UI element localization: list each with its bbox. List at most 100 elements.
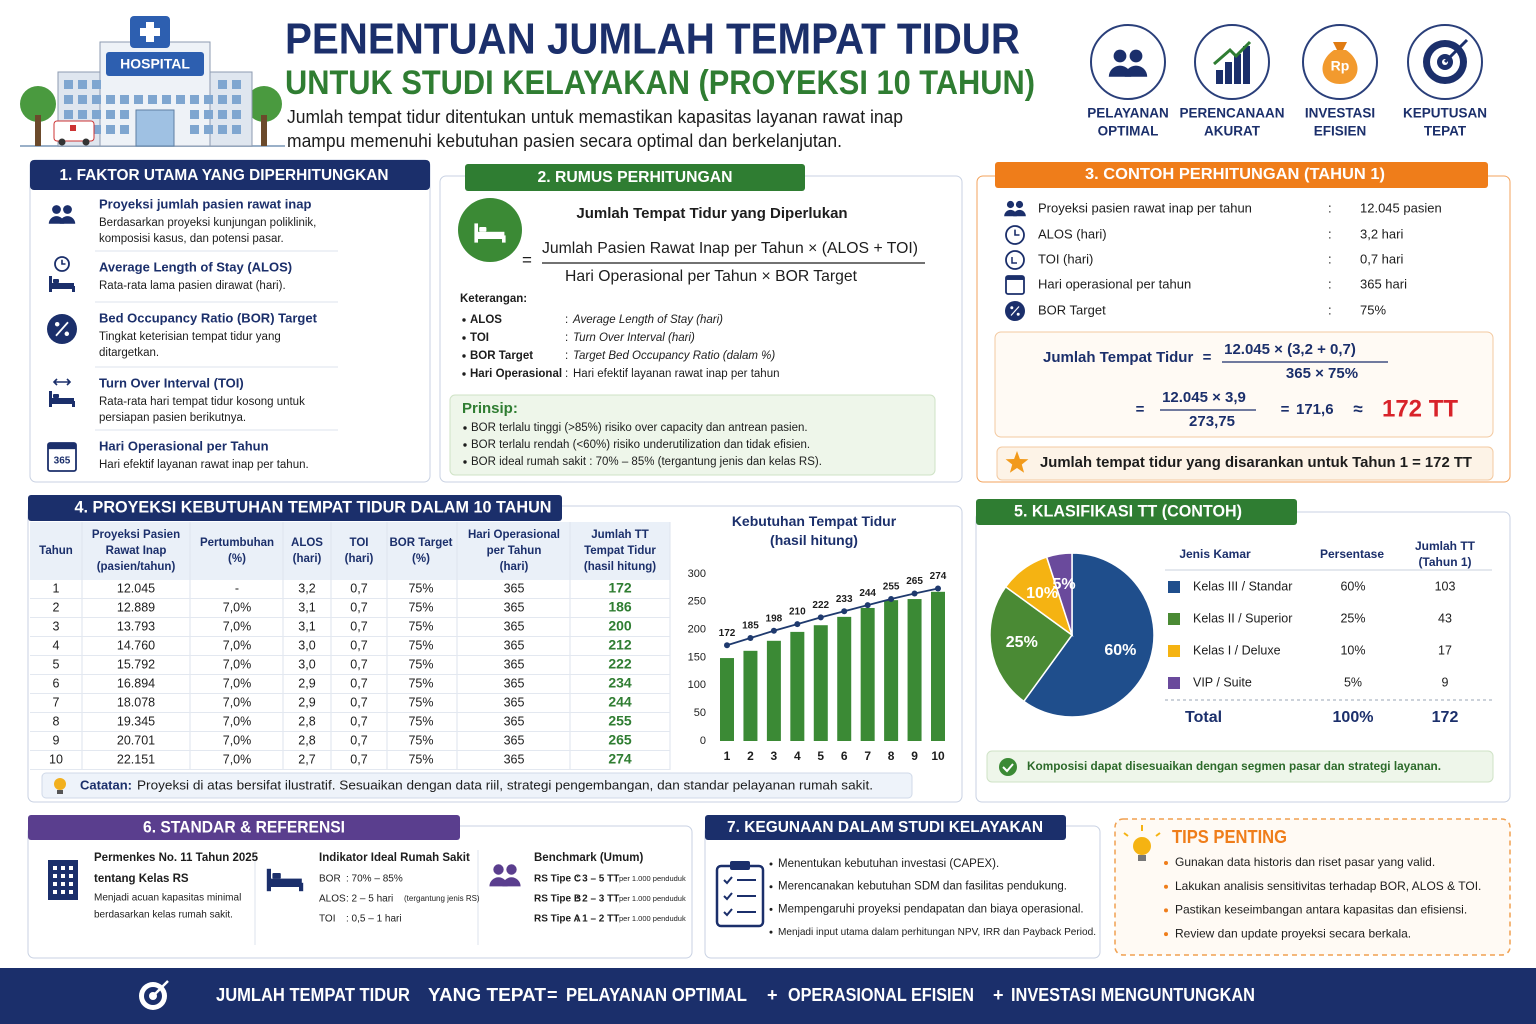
data-label: 274 <box>930 571 947 582</box>
table-cell: 2 <box>53 600 60 614</box>
tips-heading: TIPS PENTING <box>1172 827 1287 847</box>
y-tick-label: 200 <box>688 624 706 636</box>
legend-title: Keterangan: <box>460 293 527 305</box>
indicator-value: : 0,5 – 1 hari <box>346 914 402 925</box>
legend-term: ALOS <box>470 314 502 326</box>
input-label: Hari operasional per tahun <box>1038 276 1191 291</box>
table-cell: 3 <box>53 619 60 633</box>
icon <box>61 874 65 878</box>
icon <box>1015 200 1024 209</box>
window <box>92 80 101 89</box>
icon <box>475 231 505 239</box>
icon <box>54 256 70 272</box>
bullet <box>769 930 773 934</box>
legend-term: BOR Target <box>470 350 533 362</box>
icon <box>1138 855 1146 861</box>
window <box>204 95 213 104</box>
chart-title: Kebutuhan Tempat Tidur (hasil hitung) <box>731 513 897 548</box>
x-tick-label: 4 <box>794 749 801 763</box>
principle: BOR terlalu tinggi (>85%) risiko over ca… <box>471 422 808 434</box>
icon <box>1011 257 1017 264</box>
table-cell: 0,7 <box>350 676 367 690</box>
icon <box>69 874 73 878</box>
table-cell: 365 <box>504 695 525 709</box>
bullet <box>462 354 466 358</box>
table-cell: 2,9 <box>298 695 315 709</box>
icon <box>506 864 517 875</box>
input-sep: : <box>1328 302 1332 317</box>
room-count: 17 <box>1438 643 1452 657</box>
section-header <box>30 160 430 190</box>
icon <box>1133 837 1151 855</box>
door <box>135 109 175 147</box>
table-cell: 15.792 <box>117 657 155 671</box>
icon <box>1113 49 1127 63</box>
legend-swatch <box>1168 581 1180 593</box>
benchmark-term: RS Tipe B <box>534 894 581 905</box>
indicator-value: : 70% – 85% <box>346 874 403 885</box>
y-tick-label: 0 <box>700 735 706 747</box>
pillar-label: EFISIEN <box>1314 124 1367 139</box>
icon <box>1234 54 1241 84</box>
window <box>120 125 129 134</box>
pillar-label: PERENCANAAN <box>1179 106 1284 121</box>
icon <box>261 115 267 146</box>
window <box>148 95 157 104</box>
table-cell: 365 <box>504 752 525 766</box>
table-cell: 265 <box>608 732 632 748</box>
icon <box>61 259 66 265</box>
icon <box>1225 62 1232 84</box>
window <box>204 125 213 134</box>
section-header <box>976 499 1297 525</box>
table-cell: 200 <box>608 618 632 634</box>
column-header: Tempat Tidur <box>584 545 656 557</box>
window <box>92 125 101 134</box>
window <box>204 110 213 119</box>
x-tick-label: 1 <box>724 749 731 763</box>
icon <box>54 778 66 790</box>
bar <box>790 631 805 741</box>
indicator-term: ALOS <box>319 894 346 905</box>
column-header: per Tahun <box>487 545 542 557</box>
icon <box>49 276 52 292</box>
table-cell: - <box>235 581 239 595</box>
window <box>190 110 199 119</box>
section-header <box>705 815 1066 840</box>
line-marker <box>841 608 848 615</box>
table-cell: 3,0 <box>298 638 315 652</box>
reference-title: Indikator Ideal Rumah Sakit <box>319 852 470 864</box>
principle-box <box>449 394 936 476</box>
table-cell: 365 <box>504 676 525 690</box>
column-header: (hari) <box>293 553 322 565</box>
principle: BOR ideal rumah sakit : 70% – 85% (terga… <box>471 456 822 468</box>
pie-slice <box>989 585 1074 703</box>
bar <box>884 600 899 741</box>
line <box>726 587 939 647</box>
bullet <box>769 907 773 911</box>
sign <box>106 52 204 76</box>
window <box>92 95 101 104</box>
icon <box>502 877 521 887</box>
bullet <box>463 460 467 464</box>
benchmark-note: per 1.000 penduduk <box>619 894 686 903</box>
benchmark-value: : 3 – 5 TT <box>576 874 619 885</box>
table-cell: 9 <box>53 733 60 747</box>
legend-swatch <box>1168 613 1180 625</box>
calc-text: = <box>1281 401 1290 418</box>
calc-text: 171,6 <box>1296 401 1334 418</box>
table-cell: 22.151 <box>117 752 155 766</box>
icon <box>50 283 74 289</box>
icon <box>493 864 504 875</box>
calc-text: = <box>1203 349 1212 366</box>
icon <box>70 125 76 131</box>
table-cell: 186 <box>608 599 632 615</box>
tips-box <box>1114 818 1511 956</box>
table-cell: 0,7 <box>350 638 367 652</box>
room-count: 9 <box>1442 675 1449 689</box>
icon <box>54 321 60 327</box>
icon <box>999 758 1017 776</box>
table-cell: 3,1 <box>298 600 315 614</box>
star <box>1005 451 1029 473</box>
tip-item: Gunakan data historis dan riset pasar ya… <box>1175 855 1435 869</box>
